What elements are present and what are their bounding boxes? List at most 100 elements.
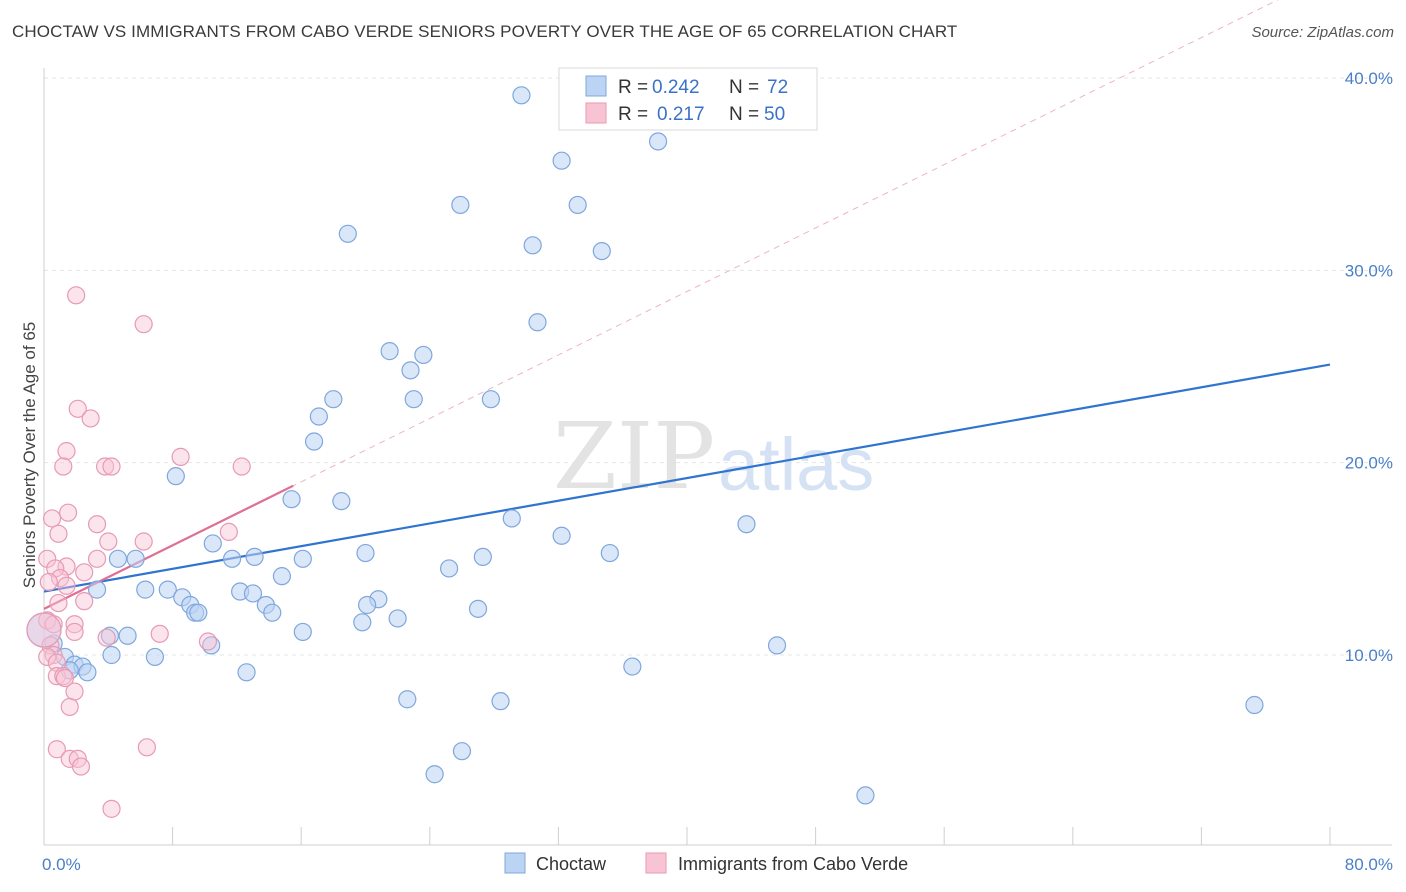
legend-n-value-1: 72: [767, 77, 788, 98]
legend-n-value-2: 50: [764, 104, 785, 125]
legend-r-label-2: R =: [618, 104, 648, 125]
bottom-legend-swatch-choctaw: [504, 852, 526, 874]
point-cabo-verde: [232, 457, 251, 476]
point-choctaw: [491, 692, 510, 711]
point-choctaw: [414, 345, 433, 365]
point-choctaw: [648, 132, 668, 151]
y-tick-label: 30.0%: [1345, 261, 1393, 280]
x-tick-label: 0.0%: [42, 855, 81, 874]
point-cabo-verde: [95, 457, 115, 476]
gridlines: [44, 77, 1392, 656]
point-choctaw: [118, 626, 137, 645]
y-tick-label: 20.0%: [1345, 454, 1393, 473]
legend-swatch-choctaw: [585, 75, 607, 97]
point-choctaw: [358, 595, 377, 615]
point-choctaw: [245, 547, 264, 567]
point-cabo-verde: [198, 632, 218, 651]
point-cabo-verde: [219, 522, 238, 542]
point-choctaw: [100, 626, 120, 645]
trend-line-cabo-verde: [43, 484, 294, 610]
point-choctaw: [737, 515, 756, 534]
point-cabo-verde: [54, 457, 73, 476]
point-choctaw: [338, 224, 357, 243]
x-tick-label: 80.0%: [1345, 855, 1393, 874]
legend: R = 0.242 N = 72 R = 0.217 N = 50: [558, 67, 818, 131]
legend-n-label-1: N =: [729, 77, 759, 98]
point-cabo-verde: [39, 572, 58, 592]
point-cabo-verde: [134, 315, 153, 334]
point-cabo-verde: [150, 624, 169, 643]
point-choctaw: [528, 313, 547, 332]
point-choctaw: [293, 549, 312, 568]
point-cabo-verde: [71, 757, 91, 776]
point-choctaw: [451, 195, 470, 215]
point-choctaw: [473, 547, 492, 567]
point-choctaw: [452, 742, 472, 761]
watermark-atlas: atlas: [718, 423, 874, 506]
legend-swatch-cabo-verde: [585, 102, 607, 124]
point-cabo-verde: [81, 409, 100, 428]
axes: [43, 68, 1392, 846]
point-cabo-verde: [68, 399, 87, 418]
watermark-zip: ZIP: [553, 403, 715, 510]
point-choctaw: [324, 390, 343, 409]
point-choctaw: [523, 236, 542, 255]
y-tick-label: 40.0%: [1345, 69, 1393, 88]
point-cabo-verde: [134, 532, 153, 551]
bottom-legend-cabo-verde: Immigrants from Cabo Verde: [678, 854, 908, 874]
point-choctaw: [1245, 695, 1264, 715]
legend-r-value-1: 0.242: [652, 77, 700, 98]
point-choctaw: [398, 690, 417, 709]
point-choctaw: [304, 432, 324, 451]
y-axis-label: Seniors Poverty Over the Age of 65: [20, 322, 39, 588]
point-cabo-verde: [59, 503, 78, 522]
point-choctaw: [136, 580, 155, 599]
point-cabo-verde: [97, 628, 116, 647]
legend-n-label-2: N =: [729, 104, 759, 125]
point-cabo-verde: [75, 592, 94, 611]
point-cabo-verde: [26, 612, 62, 648]
point-choctaw: [439, 559, 459, 578]
point-choctaw: [102, 645, 121, 665]
bottom-legend: Choctaw Immigrants from Cabo Verde: [504, 852, 908, 874]
point-choctaw: [237, 663, 256, 682]
point-choctaw: [552, 526, 571, 545]
point-cabo-verde: [65, 615, 84, 634]
point-choctaw: [425, 765, 444, 784]
point-choctaw: [108, 549, 128, 568]
point-choctaw: [293, 622, 312, 642]
point-choctaw: [856, 786, 875, 805]
point-cabo-verde: [87, 515, 107, 534]
point-choctaw: [388, 609, 407, 628]
point-choctaw: [600, 543, 619, 563]
point-choctaw: [263, 603, 282, 622]
y-tick-label: 10.0%: [1345, 646, 1393, 665]
point-cabo-verde: [49, 593, 68, 613]
bottom-legend-swatch-cabo-verde: [645, 852, 667, 874]
point-cabo-verde: [99, 532, 118, 551]
point-cabo-verde: [38, 647, 57, 667]
point-cabo-verde: [171, 447, 190, 466]
point-choctaw: [309, 407, 328, 426]
point-cabo-verde: [75, 563, 94, 582]
point-choctaw: [468, 599, 488, 618]
point-choctaw: [623, 657, 642, 676]
point-choctaw: [568, 195, 587, 215]
trend-line-cabo-verde-extended: [43, 0, 1279, 610]
point-choctaw: [592, 242, 611, 261]
point-choctaw: [203, 534, 222, 553]
point-cabo-verde: [102, 457, 121, 476]
point-choctaw: [332, 492, 351, 511]
point-choctaw: [512, 86, 531, 105]
point-choctaw: [401, 361, 420, 380]
point-choctaw: [767, 636, 787, 655]
point-choctaw: [222, 549, 242, 568]
point-choctaw: [356, 543, 375, 563]
point-choctaw: [282, 490, 301, 509]
point-cabo-verde: [102, 799, 121, 818]
point-choctaw: [87, 580, 107, 599]
point-cabo-verde: [137, 738, 156, 757]
point-choctaw: [158, 580, 177, 599]
point-cabo-verde: [49, 524, 68, 543]
